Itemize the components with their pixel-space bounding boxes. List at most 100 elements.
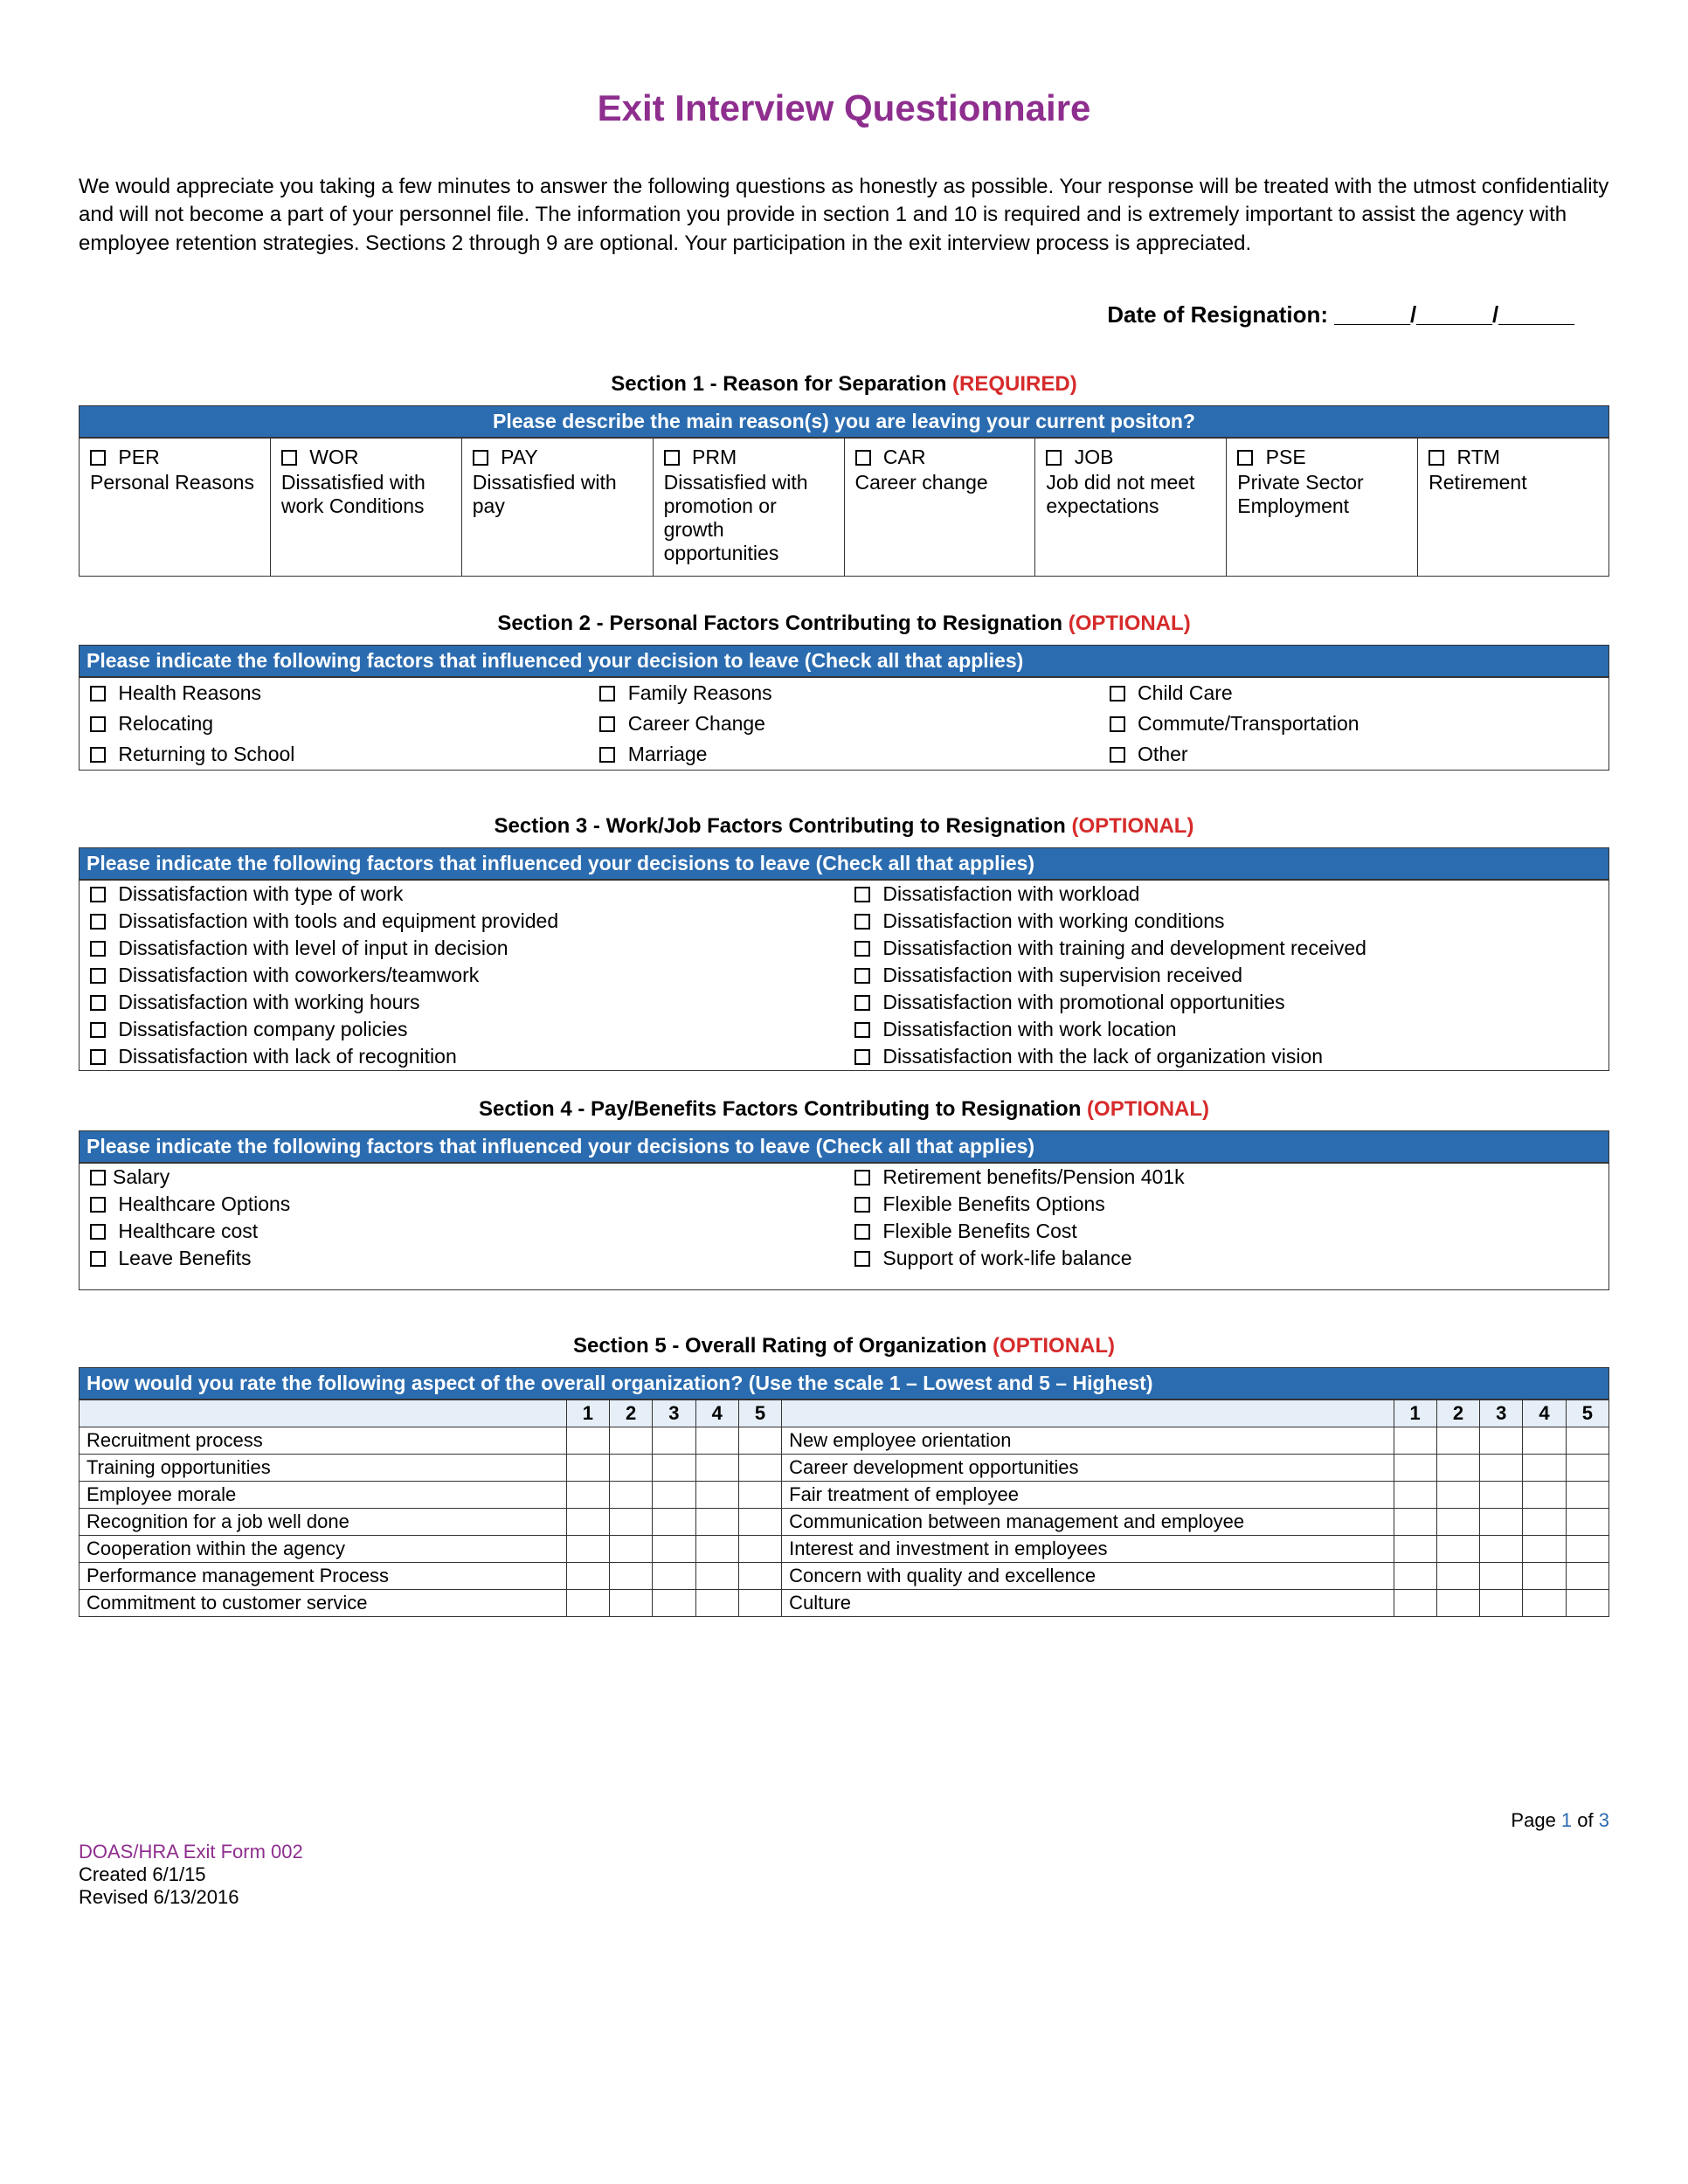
rating-cell[interactable] bbox=[653, 1482, 695, 1509]
section3-option[interactable]: Dissatisfaction with supervision receive… bbox=[844, 962, 1608, 989]
rating-cell[interactable] bbox=[566, 1509, 609, 1536]
rating-cell[interactable] bbox=[1394, 1590, 1436, 1617]
rating-cell[interactable] bbox=[566, 1590, 609, 1617]
rating-cell[interactable] bbox=[1523, 1563, 1566, 1590]
rating-cell[interactable] bbox=[1480, 1455, 1523, 1482]
rating-cell[interactable] bbox=[738, 1482, 781, 1509]
rating-cell[interactable] bbox=[1566, 1427, 1608, 1455]
rating-cell[interactable] bbox=[1436, 1455, 1479, 1482]
section3-option[interactable]: Dissatisfaction with coworkers/teamwork bbox=[80, 962, 844, 989]
rating-cell[interactable] bbox=[610, 1482, 653, 1509]
section4-option[interactable]: Flexible Benefits Options bbox=[844, 1191, 1608, 1218]
rating-cell[interactable] bbox=[653, 1427, 695, 1455]
rating-cell[interactable] bbox=[566, 1536, 609, 1563]
rating-cell[interactable] bbox=[653, 1455, 695, 1482]
section3-option[interactable]: Dissatisfaction with tools and equipment… bbox=[80, 908, 844, 935]
rating-cell[interactable] bbox=[610, 1536, 653, 1563]
section1-option[interactable]: PRMDissatisfied with promotion or growth… bbox=[654, 439, 845, 576]
section2-option[interactable]: Career Change bbox=[589, 708, 1098, 739]
section3-option[interactable]: Dissatisfaction with work location bbox=[844, 1016, 1608, 1043]
rating-cell[interactable] bbox=[1436, 1563, 1479, 1590]
rating-cell[interactable] bbox=[1523, 1509, 1566, 1536]
rating-cell[interactable] bbox=[738, 1455, 781, 1482]
section3-option[interactable]: Dissatisfaction with the lack of organiz… bbox=[844, 1043, 1608, 1070]
rating-cell[interactable] bbox=[695, 1455, 738, 1482]
section1-option[interactable]: RTMRetirement bbox=[1418, 439, 1608, 576]
section1-option[interactable]: PERPersonal Reasons bbox=[80, 439, 271, 576]
rating-cell[interactable] bbox=[1394, 1509, 1436, 1536]
rating-cell[interactable] bbox=[695, 1482, 738, 1509]
rating-cell[interactable] bbox=[1436, 1590, 1479, 1617]
rating-cell[interactable] bbox=[738, 1509, 781, 1536]
section3-option[interactable]: Dissatisfaction with workload bbox=[844, 881, 1608, 908]
rating-cell[interactable] bbox=[566, 1563, 609, 1590]
section2-option[interactable]: Commute/Transportation bbox=[1099, 708, 1608, 739]
rating-cell[interactable] bbox=[1523, 1482, 1566, 1509]
rating-cell[interactable] bbox=[1394, 1482, 1436, 1509]
section4-option[interactable]: Healthcare Options bbox=[80, 1191, 844, 1218]
rating-cell[interactable] bbox=[1480, 1509, 1523, 1536]
rating-cell[interactable] bbox=[653, 1563, 695, 1590]
section1-option[interactable]: PSEPrivate Sector Employment bbox=[1227, 439, 1418, 576]
rating-cell[interactable] bbox=[1480, 1536, 1523, 1563]
section3-option[interactable]: Dissatisfaction with promotional opportu… bbox=[844, 989, 1608, 1016]
rating-cell[interactable] bbox=[653, 1590, 695, 1617]
rating-cell[interactable] bbox=[738, 1427, 781, 1455]
rating-cell[interactable] bbox=[1566, 1455, 1608, 1482]
rating-cell[interactable] bbox=[1566, 1590, 1608, 1617]
section3-option[interactable]: Dissatisfaction with level of input in d… bbox=[80, 935, 844, 962]
section4-option[interactable]: Flexible Benefits Cost bbox=[844, 1218, 1608, 1245]
rating-cell[interactable] bbox=[1523, 1536, 1566, 1563]
section3-option[interactable]: Dissatisfaction company policies bbox=[80, 1016, 844, 1043]
rating-cell[interactable] bbox=[1523, 1427, 1566, 1455]
rating-cell[interactable] bbox=[610, 1509, 653, 1536]
section3-option[interactable]: Dissatisfaction with lack of recognition bbox=[80, 1043, 844, 1070]
rating-cell[interactable] bbox=[1394, 1427, 1436, 1455]
rating-cell[interactable] bbox=[1394, 1563, 1436, 1590]
section2-option[interactable]: Other bbox=[1099, 739, 1608, 770]
section2-option[interactable]: Health Reasons bbox=[80, 678, 589, 708]
rating-cell[interactable] bbox=[1566, 1509, 1608, 1536]
section1-option[interactable]: CARCareer change bbox=[845, 439, 1036, 576]
section3-option[interactable]: Dissatisfaction with training and develo… bbox=[844, 935, 1608, 962]
rating-cell[interactable] bbox=[566, 1427, 609, 1455]
rating-cell[interactable] bbox=[695, 1563, 738, 1590]
section1-option[interactable]: WORDissatisfied with work Conditions bbox=[271, 439, 462, 576]
section3-option[interactable]: Dissatisfaction with working hours bbox=[80, 989, 844, 1016]
rating-cell[interactable] bbox=[1436, 1482, 1479, 1509]
section2-option[interactable]: Returning to School bbox=[80, 739, 589, 770]
rating-cell[interactable] bbox=[695, 1590, 738, 1617]
rating-cell[interactable] bbox=[1566, 1482, 1608, 1509]
rating-cell[interactable] bbox=[610, 1590, 653, 1617]
section2-option[interactable]: Family Reasons bbox=[589, 678, 1098, 708]
section4-option[interactable]: Support of work-life balance bbox=[844, 1245, 1608, 1272]
section4-option[interactable]: Leave Benefits bbox=[80, 1245, 844, 1272]
rating-cell[interactable] bbox=[1523, 1455, 1566, 1482]
rating-cell[interactable] bbox=[1436, 1536, 1479, 1563]
rating-cell[interactable] bbox=[738, 1536, 781, 1563]
rating-cell[interactable] bbox=[610, 1455, 653, 1482]
rating-cell[interactable] bbox=[1566, 1563, 1608, 1590]
rating-cell[interactable] bbox=[695, 1427, 738, 1455]
rating-cell[interactable] bbox=[1566, 1536, 1608, 1563]
rating-cell[interactable] bbox=[1480, 1590, 1523, 1617]
rating-cell[interactable] bbox=[653, 1536, 695, 1563]
rating-cell[interactable] bbox=[1523, 1590, 1566, 1617]
rating-cell[interactable] bbox=[610, 1563, 653, 1590]
rating-cell[interactable] bbox=[1394, 1455, 1436, 1482]
section4-option[interactable]: Healthcare cost bbox=[80, 1218, 844, 1245]
section2-option[interactable]: Relocating bbox=[80, 708, 589, 739]
rating-cell[interactable] bbox=[695, 1509, 738, 1536]
section1-option[interactable]: PAYDissatisfied with pay bbox=[462, 439, 654, 576]
rating-cell[interactable] bbox=[653, 1509, 695, 1536]
date-of-resignation[interactable]: Date of Resignation: ______/______/_____… bbox=[79, 301, 1609, 328]
rating-cell[interactable] bbox=[1480, 1563, 1523, 1590]
section1-option[interactable]: JOBJob did not meet expectations bbox=[1035, 439, 1227, 576]
rating-cell[interactable] bbox=[1480, 1427, 1523, 1455]
rating-cell[interactable] bbox=[738, 1590, 781, 1617]
rating-cell[interactable] bbox=[1436, 1509, 1479, 1536]
section3-option[interactable]: Dissatisfaction with working conditions bbox=[844, 908, 1608, 935]
section2-option[interactable]: Marriage bbox=[589, 739, 1098, 770]
rating-cell[interactable] bbox=[566, 1455, 609, 1482]
section4-option[interactable]: Salary bbox=[80, 1164, 844, 1191]
